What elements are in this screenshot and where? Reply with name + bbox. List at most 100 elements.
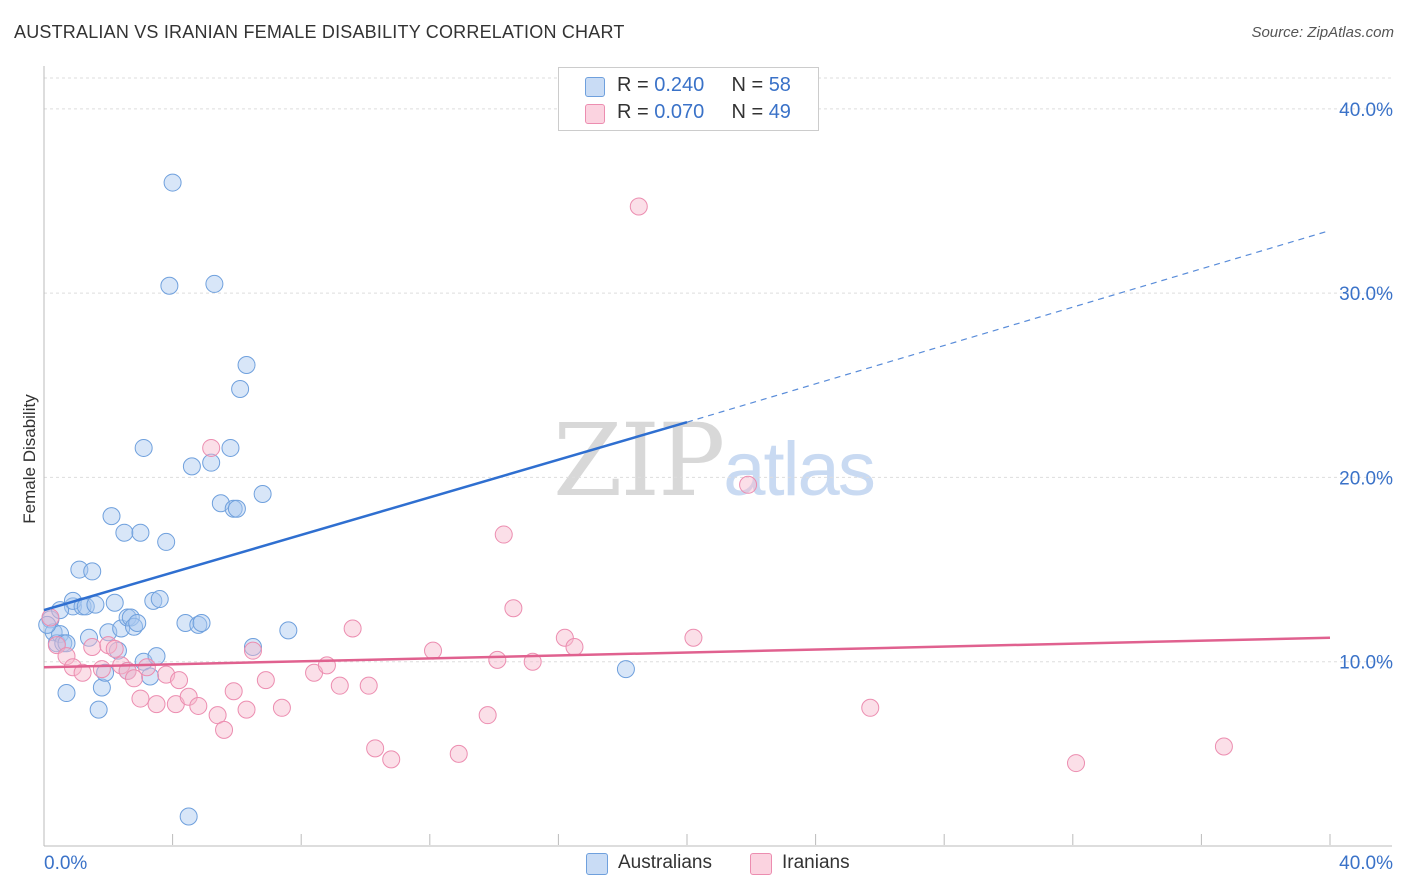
legend-r-value: 0.240 <box>654 74 705 96</box>
australian-point <box>89 700 108 719</box>
iranian-point <box>256 671 275 690</box>
iranian-point <box>170 671 189 690</box>
y-tick-label: 20.0% <box>1339 468 1393 489</box>
chart-title: AUSTRALIAN VS IRANIAN FEMALE DISABILITY … <box>14 22 625 42</box>
iranian-point <box>137 658 156 677</box>
iranian-point <box>83 637 102 656</box>
iranian-point <box>179 687 198 706</box>
legend-n-value: 49 <box>768 101 791 123</box>
iranian-point <box>1214 737 1233 756</box>
australian-point <box>227 499 246 518</box>
australian-point <box>108 641 127 660</box>
trend-line-iranians <box>43 636 1331 669</box>
iranian-point <box>92 660 111 679</box>
legend-n-label: N = <box>731 74 769 96</box>
y-tick-label: 10.0% <box>1339 653 1393 674</box>
australian-point <box>221 438 240 457</box>
australian-point <box>150 590 169 609</box>
bottom-legend-label-iranians: Iranians <box>782 852 850 873</box>
australian-point <box>189 615 208 634</box>
australian-point <box>179 807 198 826</box>
legend-swatch-australians <box>585 77 605 97</box>
bottom-legend-label-australians: Australians <box>618 852 712 873</box>
australian-point <box>160 276 179 295</box>
iranian-point <box>118 661 137 680</box>
iranian-point <box>488 650 507 669</box>
watermark-atlas: atlas <box>723 427 876 512</box>
australian-point <box>102 507 121 526</box>
iranian-point <box>330 676 349 695</box>
watermark-zip: ZIP <box>553 402 725 519</box>
iranian-point <box>57 647 76 666</box>
australian-point <box>125 617 144 636</box>
y-tick-label: 40.0% <box>1339 100 1393 121</box>
australian-point <box>243 637 262 656</box>
iranian-point <box>125 669 144 688</box>
iranian-point <box>224 682 243 701</box>
x-tick-label: 0.0% <box>44 853 87 874</box>
australian-point <box>253 485 272 504</box>
iranian-point <box>237 700 256 719</box>
iranian-point <box>189 696 208 715</box>
iranian-point <box>131 689 150 708</box>
australian-point <box>157 532 176 551</box>
iranian-point <box>382 750 401 769</box>
iranian-point <box>565 637 584 656</box>
australian-point <box>616 660 635 679</box>
iranian-point <box>424 641 443 660</box>
iranian-point <box>73 663 92 682</box>
australian-point <box>163 173 182 192</box>
legend-swatch-iranians <box>585 104 605 124</box>
iranian-point <box>343 619 362 638</box>
australian-point <box>131 523 150 542</box>
australian-point <box>115 523 134 542</box>
legend-r-label: R = <box>617 74 655 96</box>
australian-point <box>205 274 224 293</box>
iranian-point <box>861 698 880 717</box>
trend-line-australians <box>43 420 688 612</box>
australian-point <box>182 457 201 476</box>
bottom-legend-swatch-iranians <box>750 853 772 875</box>
iranian-point <box>504 599 523 618</box>
australian-point <box>279 621 298 640</box>
bottom-legend-swatch-australians <box>586 853 608 875</box>
source-label: Source: ZipAtlas.com <box>1251 24 1394 41</box>
legend-r-value: 0.070 <box>654 101 705 123</box>
iranian-point <box>202 438 221 457</box>
australian-point <box>92 678 111 697</box>
iranian-point <box>449 744 468 763</box>
iranian-point <box>739 475 758 494</box>
australian-point <box>83 562 102 581</box>
australian-point <box>202 453 221 472</box>
iranian-point <box>1067 754 1086 773</box>
iranian-point <box>243 641 262 660</box>
iranian-point <box>629 197 648 216</box>
australian-point <box>57 684 76 703</box>
australian-point <box>237 356 256 375</box>
australian-point <box>128 614 147 633</box>
watermark: ZIPatlas <box>553 402 876 519</box>
australian-point <box>192 614 211 633</box>
legend: R = 0.240 N = 58 R = 0.070 N = 49 <box>558 67 819 131</box>
iranian-point <box>494 525 513 544</box>
legend-n-value: 58 <box>768 74 791 96</box>
iranian-point <box>105 639 124 658</box>
iranian-point <box>272 698 291 717</box>
iranian-point <box>359 676 378 695</box>
iranian-point <box>684 628 703 647</box>
australian-point <box>96 663 115 682</box>
iranian-point <box>215 720 234 739</box>
australian-point <box>134 438 153 457</box>
iranian-point <box>366 739 385 758</box>
iranian-point <box>147 695 166 714</box>
iranian-point <box>523 652 542 671</box>
y-tick-label: 30.0% <box>1339 284 1393 305</box>
trend-line-australians-extension <box>686 229 1331 423</box>
australian-point <box>86 595 105 614</box>
iranian-point <box>478 706 497 725</box>
australian-point <box>231 379 250 398</box>
iranian-point <box>555 628 574 647</box>
iranian-point <box>41 608 60 627</box>
australian-point <box>144 591 163 610</box>
